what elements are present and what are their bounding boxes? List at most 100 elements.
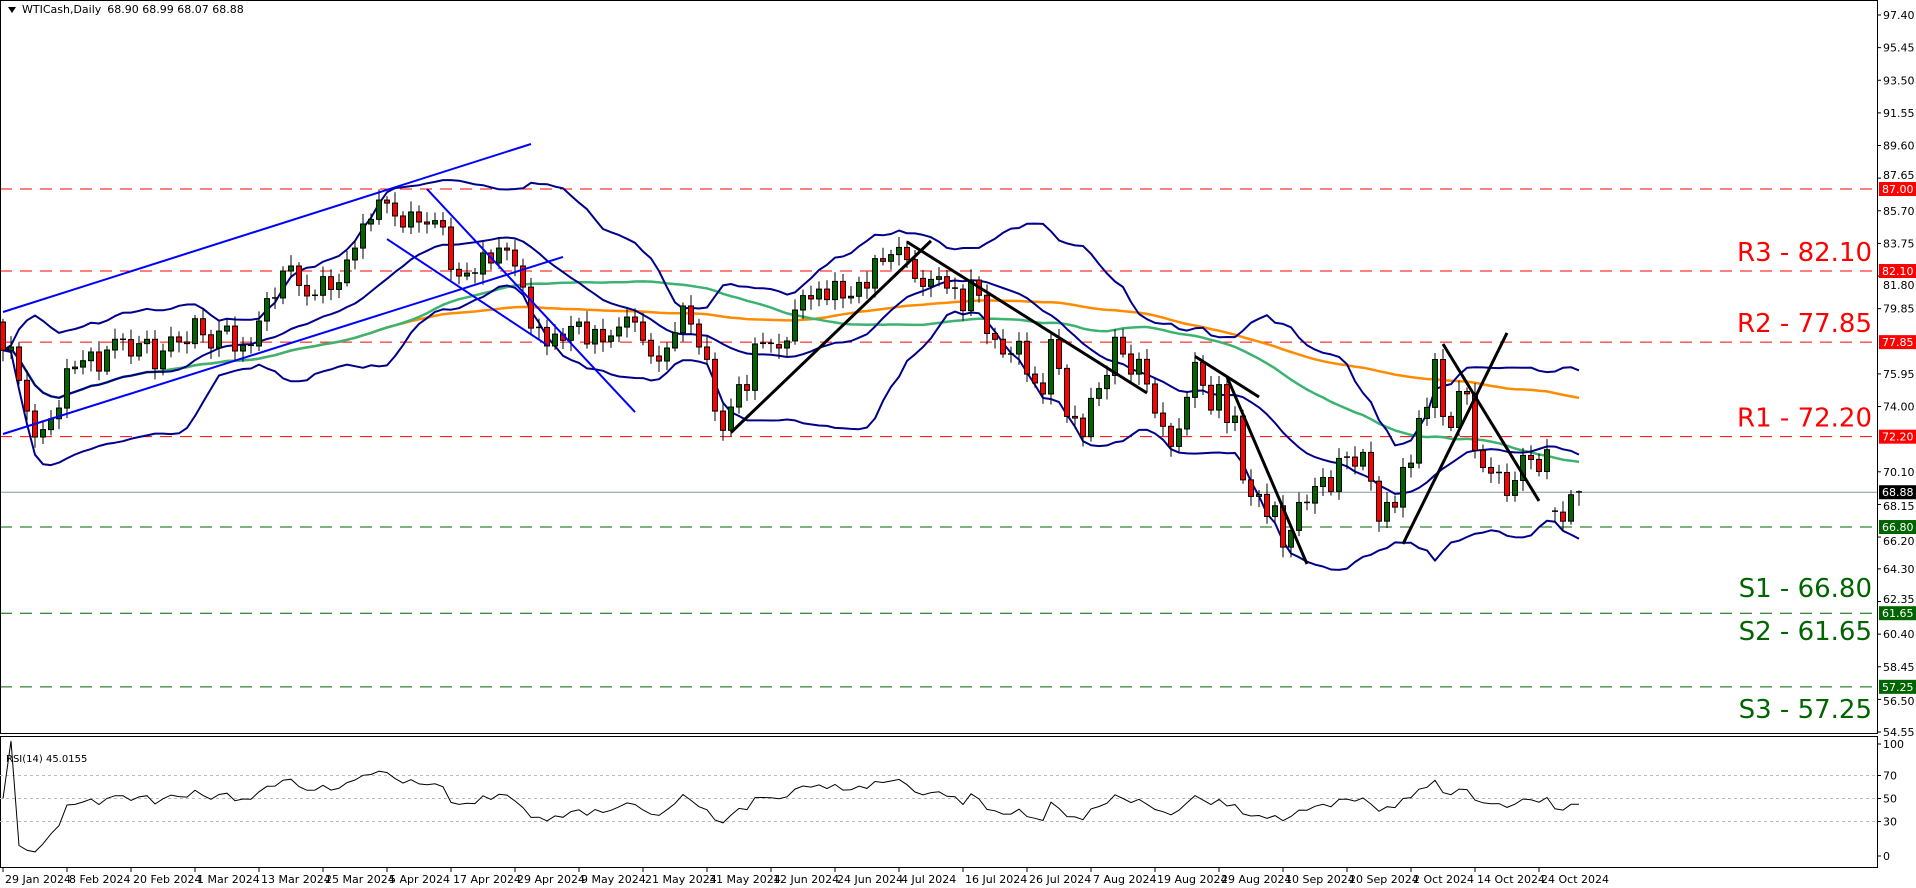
candle bbox=[1576, 490, 1582, 506]
candle bbox=[288, 255, 294, 278]
candle-body bbox=[80, 360, 86, 368]
trendline[interactable] bbox=[1401, 332, 1509, 545]
candle bbox=[392, 192, 398, 227]
trendlines[interactable] bbox=[2, 143, 1541, 565]
candle-body bbox=[608, 335, 614, 342]
main-plot-area[interactable] bbox=[0, 0, 1878, 734]
bollinger-lower bbox=[2, 284, 1580, 571]
trendline[interactable] bbox=[1441, 343, 1541, 502]
candle-body bbox=[304, 284, 310, 297]
candle bbox=[184, 331, 190, 354]
candle-body bbox=[592, 328, 598, 345]
candle-body bbox=[568, 325, 574, 341]
candle bbox=[864, 271, 870, 299]
candle-body bbox=[512, 249, 518, 267]
level-price-box-text: 66.80 bbox=[1882, 521, 1914, 534]
price-axis[interactable]: 97.40 95.45 93.50 91.55 89.60 87.65 85.70 83.75… bbox=[1877, 9, 1916, 739]
candle bbox=[1376, 476, 1382, 532]
level-price-box-text: 82.10 bbox=[1882, 265, 1914, 278]
candle bbox=[672, 321, 678, 352]
candle bbox=[344, 251, 350, 287]
candle-body bbox=[920, 277, 926, 287]
candle-body bbox=[1, 321, 6, 351]
level-price-box bbox=[1879, 606, 1916, 621]
candle bbox=[1360, 448, 1366, 471]
candle-body bbox=[168, 336, 174, 352]
candle bbox=[960, 284, 966, 321]
trendline[interactable] bbox=[1225, 376, 1309, 565]
candle-body bbox=[184, 341, 190, 345]
candle bbox=[120, 333, 126, 351]
x-tick-label: 20 Sep 2024 bbox=[1349, 873, 1419, 886]
candle-body bbox=[504, 247, 510, 251]
trendline[interactable] bbox=[386, 238, 548, 346]
candle-body bbox=[944, 276, 950, 289]
candle bbox=[552, 324, 558, 350]
candle-body bbox=[1088, 397, 1094, 438]
candle bbox=[832, 272, 838, 310]
candle-body bbox=[1384, 501, 1390, 522]
candle-body bbox=[208, 334, 214, 349]
candle-body bbox=[424, 221, 430, 225]
candle-body bbox=[1336, 457, 1342, 492]
candle bbox=[224, 319, 230, 335]
candle bbox=[1208, 376, 1214, 415]
candle bbox=[464, 262, 470, 281]
candle bbox=[992, 327, 998, 349]
candle-body bbox=[928, 278, 934, 287]
candle-body bbox=[704, 346, 710, 360]
candle bbox=[1008, 346, 1014, 363]
candle-body bbox=[296, 265, 302, 286]
candle-body bbox=[1528, 454, 1534, 460]
x-tick-label: 12 Jun 2024 bbox=[773, 873, 839, 886]
trendline[interactable] bbox=[906, 240, 1148, 395]
y-tick-label: 87.65 bbox=[1883, 169, 1915, 182]
trendline[interactable] bbox=[426, 188, 636, 413]
candle bbox=[280, 266, 286, 305]
candle bbox=[1536, 453, 1542, 477]
y-tick-label: 74.00 bbox=[1883, 401, 1915, 414]
level-price-box bbox=[1879, 520, 1916, 535]
candle-body bbox=[832, 280, 838, 301]
candle bbox=[1296, 492, 1302, 537]
candle-body bbox=[1536, 458, 1542, 472]
candle-body bbox=[1416, 417, 1422, 464]
candle bbox=[680, 302, 686, 342]
candle bbox=[824, 280, 830, 306]
candle bbox=[1064, 364, 1070, 423]
candle-body bbox=[448, 226, 454, 270]
current-price-box-text: 68.88 bbox=[1882, 486, 1914, 499]
y-tick-label: 54.55 bbox=[1883, 726, 1915, 739]
candle bbox=[928, 271, 934, 298]
candle bbox=[1400, 457, 1406, 518]
candle bbox=[896, 236, 902, 266]
candle bbox=[816, 281, 822, 307]
trendline[interactable] bbox=[1194, 355, 1260, 399]
trendline[interactable] bbox=[2, 256, 564, 435]
candle bbox=[736, 376, 742, 414]
candle bbox=[696, 318, 702, 355]
candle bbox=[984, 284, 990, 345]
candle bbox=[1040, 372, 1046, 404]
candle bbox=[1512, 471, 1518, 502]
candle bbox=[296, 262, 302, 296]
candle bbox=[640, 312, 646, 346]
candle bbox=[200, 307, 206, 343]
candle-body bbox=[840, 280, 846, 299]
trendline[interactable] bbox=[2, 143, 532, 313]
rsi-plot-area[interactable] bbox=[0, 736, 1878, 868]
candle bbox=[1088, 387, 1094, 442]
candle-body bbox=[856, 281, 862, 297]
candle bbox=[704, 336, 710, 365]
candle-body bbox=[728, 406, 734, 431]
candle-body bbox=[984, 294, 990, 334]
x-tick-label: 16 Jul 2024 bbox=[965, 873, 1027, 886]
candle-body bbox=[368, 218, 374, 225]
candle bbox=[128, 329, 134, 365]
candle bbox=[1112, 329, 1118, 385]
trendline[interactable] bbox=[729, 239, 933, 434]
candle-body bbox=[1024, 340, 1030, 375]
collapse-triangle-icon[interactable] bbox=[8, 6, 16, 13]
